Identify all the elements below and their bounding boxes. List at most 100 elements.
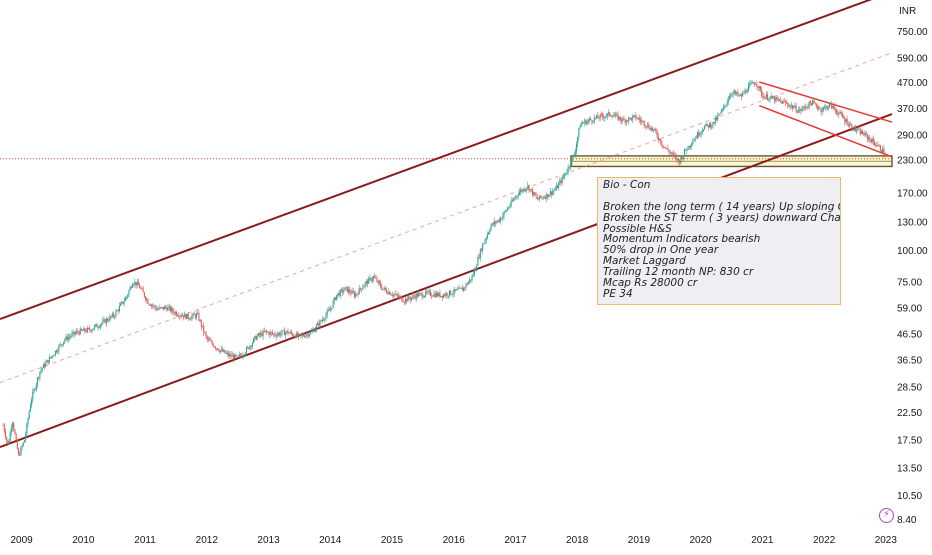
candle-body <box>22 442 24 446</box>
candle-body <box>298 333 300 337</box>
candle-body <box>191 315 193 319</box>
candle-body <box>142 288 144 293</box>
candle-body <box>177 315 179 317</box>
candle-body <box>266 330 268 332</box>
x-tick-label: 2019 <box>628 535 651 546</box>
candle-body <box>448 290 450 296</box>
candle-body <box>602 114 604 117</box>
candle-body <box>565 174 567 176</box>
candle-body <box>150 305 153 306</box>
candle-body <box>267 331 269 333</box>
candle-body <box>262 331 264 337</box>
candle-body <box>837 112 839 115</box>
candle-body <box>261 333 263 337</box>
y-tick-label: 8.40 <box>897 515 917 526</box>
candle-body <box>16 439 18 449</box>
candle-body <box>188 318 191 320</box>
analysis-note[interactable]: Bio - Con Broken the long term ( 14 year… <box>597 177 841 305</box>
candle-body <box>612 115 614 117</box>
candle-body <box>610 115 612 117</box>
candle-body <box>872 138 874 142</box>
candle-body <box>323 319 325 321</box>
candle-body <box>282 330 284 332</box>
lightning-icon[interactable]: ⚡ <box>879 508 894 523</box>
candle-body <box>770 95 772 98</box>
candle-body <box>503 211 505 216</box>
candle-body <box>461 287 464 291</box>
candle-body <box>389 291 391 295</box>
candle-body <box>72 331 74 334</box>
candle-body <box>591 120 593 122</box>
candle-body <box>387 292 389 295</box>
candle-body <box>421 293 423 298</box>
candle-body <box>787 102 789 106</box>
candle-body <box>867 137 870 139</box>
candle-body <box>349 289 351 293</box>
candle-body <box>10 427 12 433</box>
candle-body <box>714 117 716 124</box>
candle-body <box>419 293 421 294</box>
candle-body <box>579 126 581 129</box>
candle-body <box>293 335 295 337</box>
candle-body <box>48 357 50 363</box>
candle-body <box>70 336 72 338</box>
candle-body <box>400 296 402 298</box>
candle-body <box>160 307 162 309</box>
candle-body <box>456 289 458 291</box>
candle-body <box>812 100 814 106</box>
candle-body <box>249 345 251 350</box>
candle-body <box>187 313 189 319</box>
candle-body <box>171 308 173 312</box>
candle-body <box>74 332 77 335</box>
candle-body <box>724 105 726 107</box>
candle-body <box>818 108 820 110</box>
candle-body <box>536 196 538 200</box>
candle-body <box>683 149 686 156</box>
candle-body <box>438 292 440 297</box>
candle-body <box>209 339 211 341</box>
candle-body <box>694 137 696 141</box>
candle-body <box>362 287 364 290</box>
candle-body <box>66 336 68 340</box>
candle-body <box>432 296 434 297</box>
candle-body <box>302 334 304 337</box>
candle-body <box>643 121 645 126</box>
candle-body <box>414 296 416 299</box>
candle-body <box>547 193 549 197</box>
candle-body <box>647 124 649 127</box>
candle-body <box>464 287 466 289</box>
candle-body <box>93 325 96 329</box>
candle-body <box>865 132 867 135</box>
candle-body <box>586 121 588 125</box>
candle-body <box>194 314 196 318</box>
candle-body <box>382 289 384 290</box>
candle-body <box>878 145 880 146</box>
candle-body <box>672 153 674 154</box>
candle-body <box>749 83 751 86</box>
candle-body <box>616 114 618 115</box>
candle-body <box>573 155 575 157</box>
candle-body <box>795 105 797 112</box>
candle-body <box>234 354 236 359</box>
candle-body <box>155 307 157 310</box>
candle-body <box>465 283 467 288</box>
candle-body <box>530 189 532 190</box>
candle-body <box>651 127 653 131</box>
candle-body <box>655 128 657 133</box>
candle-body <box>755 84 757 85</box>
candle-body <box>409 298 411 300</box>
candle-body <box>713 121 715 124</box>
candle-body <box>250 345 252 347</box>
candle-body <box>717 115 719 120</box>
candle-body <box>793 107 795 109</box>
candle-body <box>372 276 375 280</box>
candle-body <box>528 185 530 191</box>
candle-body <box>566 172 568 175</box>
candle-body <box>210 340 212 342</box>
candle-body <box>58 345 60 352</box>
candle-body <box>512 199 515 202</box>
note-line: Bio - Con <box>603 179 651 191</box>
candle-body <box>96 324 98 328</box>
